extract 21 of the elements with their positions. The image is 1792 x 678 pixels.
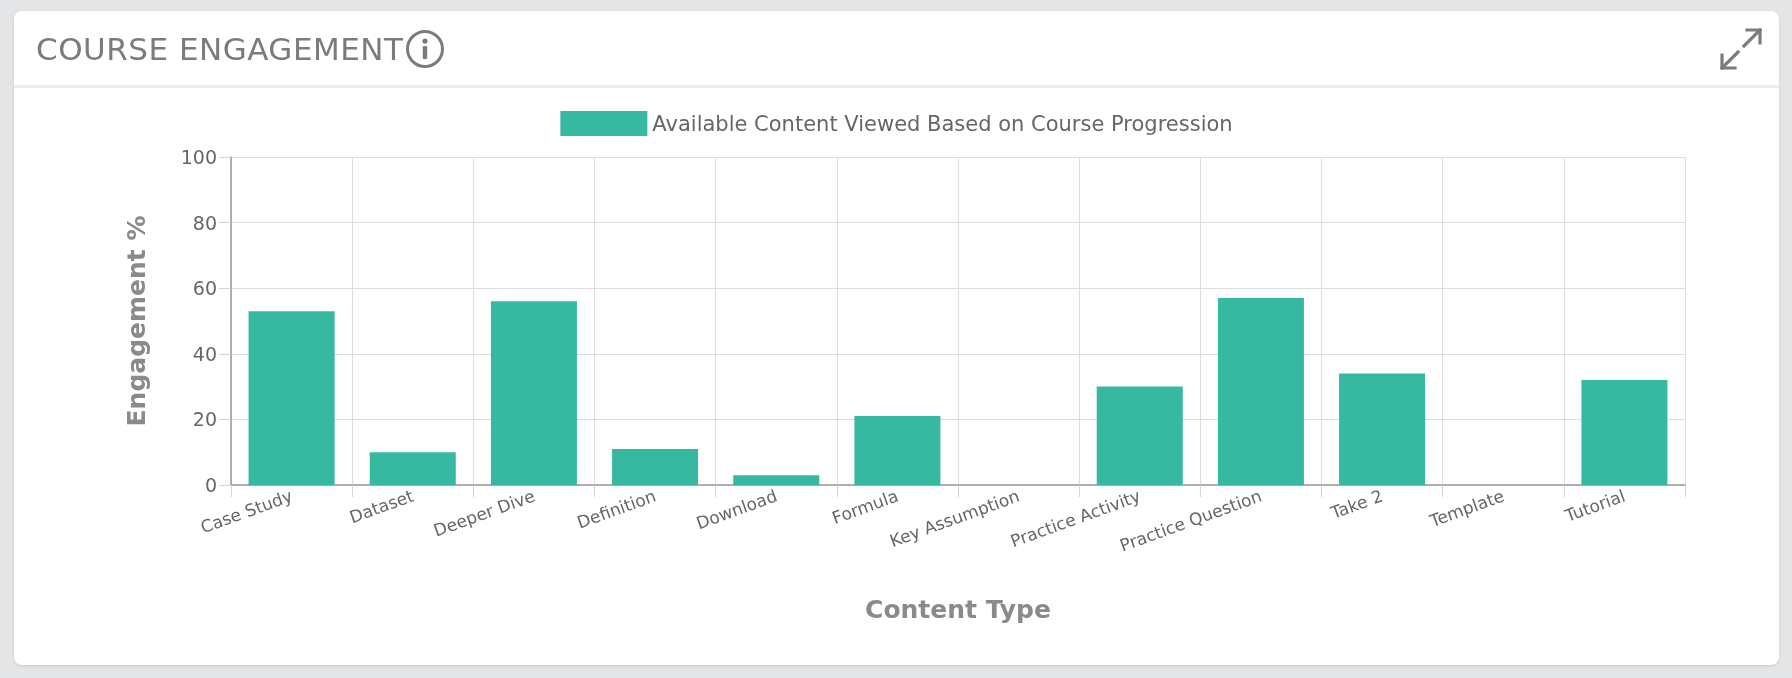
y-axis-title: Engagement % — [122, 215, 151, 427]
y-tick-label: 100 — [180, 146, 217, 168]
bar — [1096, 386, 1183, 485]
bar — [733, 475, 820, 485]
bar — [854, 416, 941, 485]
y-tick-label: 20 — [192, 408, 217, 431]
y-tick-label: 60 — [192, 277, 217, 300]
x-axis-title: Content Type — [865, 595, 1051, 624]
bar — [369, 452, 456, 485]
bar — [612, 448, 699, 485]
y-tick-label: 0 — [204, 474, 217, 496]
bar — [1339, 373, 1426, 485]
x-tick-label: Take 2 — [1327, 485, 1386, 524]
chart-title: COURSE ENGAGEMENT — [36, 30, 404, 69]
bar — [1581, 380, 1668, 485]
y-tick-label: 40 — [192, 342, 217, 365]
legend-label: Available Content Viewed Based on Course Progression — [652, 111, 1233, 136]
bar — [248, 311, 335, 485]
bar — [1217, 298, 1304, 485]
y-tick-label: 80 — [192, 211, 217, 234]
bar — [490, 301, 577, 485]
